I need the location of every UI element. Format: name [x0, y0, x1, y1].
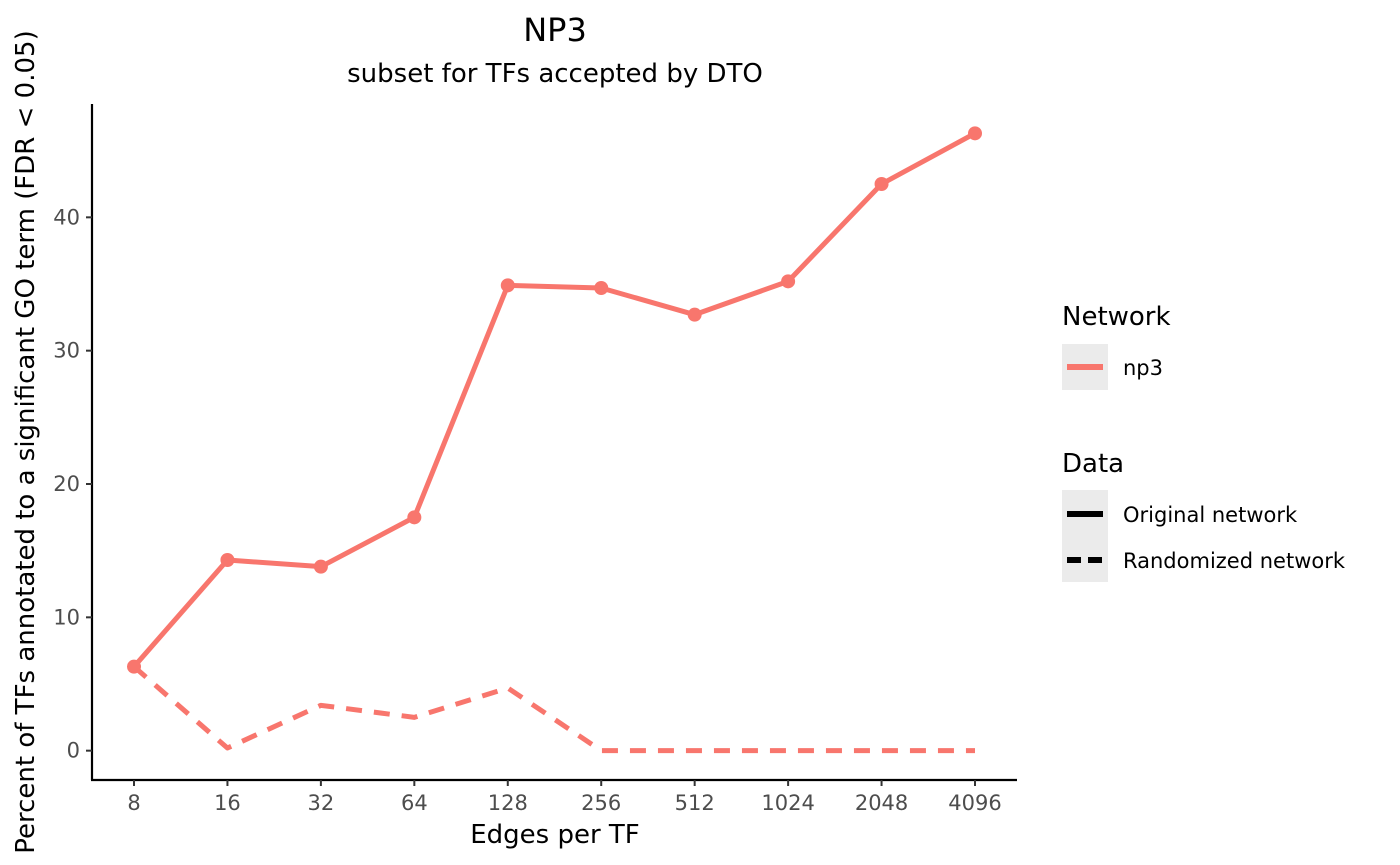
x-axis-title: Edges per TF	[470, 820, 640, 850]
chart-title: NP3	[523, 11, 587, 49]
y-axis-ticks: 0 10 20 30 40	[53, 205, 92, 763]
legend-randomized-label: Randomized network	[1123, 549, 1346, 573]
y-tick-label: 10	[53, 605, 80, 629]
series-line-randomized	[132, 664, 975, 754]
x-tick-label: 2048	[855, 791, 908, 815]
x-tick-label: 32	[308, 791, 335, 815]
plot-area	[132, 131, 977, 754]
data-point	[874, 177, 889, 191]
y-axis-title: Percent of TFs annotated to a significan…	[11, 30, 41, 853]
y-tick-label: 20	[53, 472, 80, 496]
x-tick-label: 512	[675, 791, 715, 815]
x-tick-label: 8	[127, 791, 140, 815]
data-point	[220, 553, 235, 567]
data-point	[500, 278, 515, 293]
x-tick-label: 16	[214, 791, 241, 815]
legend-data-title: Data	[1062, 449, 1124, 479]
x-tick-label: 4096	[948, 791, 1001, 815]
legend-network-title: Network	[1062, 302, 1171, 332]
data-points	[127, 126, 982, 674]
y-tick-label: 40	[53, 205, 80, 229]
data-point	[407, 510, 422, 525]
legend-data: Data Original network Randomized network	[1062, 449, 1346, 582]
x-tick-label: 256	[581, 791, 621, 815]
data-point	[127, 659, 141, 674]
x-tick-label: 64	[401, 791, 428, 815]
legend-data-key-bg	[1062, 490, 1108, 582]
data-point	[687, 307, 702, 322]
legend-original-label: Original network	[1123, 503, 1298, 527]
data-point	[313, 559, 328, 574]
data-point	[781, 274, 796, 289]
chart-subtitle: subset for TFs accepted by DTO	[347, 59, 763, 89]
y-tick-label: 0	[67, 739, 80, 763]
x-axis-ticks: 8 16 32 64 128 256 512 1024 2048 4096	[127, 780, 1002, 815]
series-line-original	[132, 131, 977, 669]
legend-network: Network np3	[1062, 302, 1171, 390]
x-tick-label: 1024	[761, 791, 814, 815]
legend-network-label: np3	[1123, 356, 1163, 380]
y-tick-label: 30	[53, 339, 80, 363]
data-point	[594, 281, 609, 295]
data-point	[968, 126, 982, 141]
x-tick-label: 128	[488, 791, 528, 815]
